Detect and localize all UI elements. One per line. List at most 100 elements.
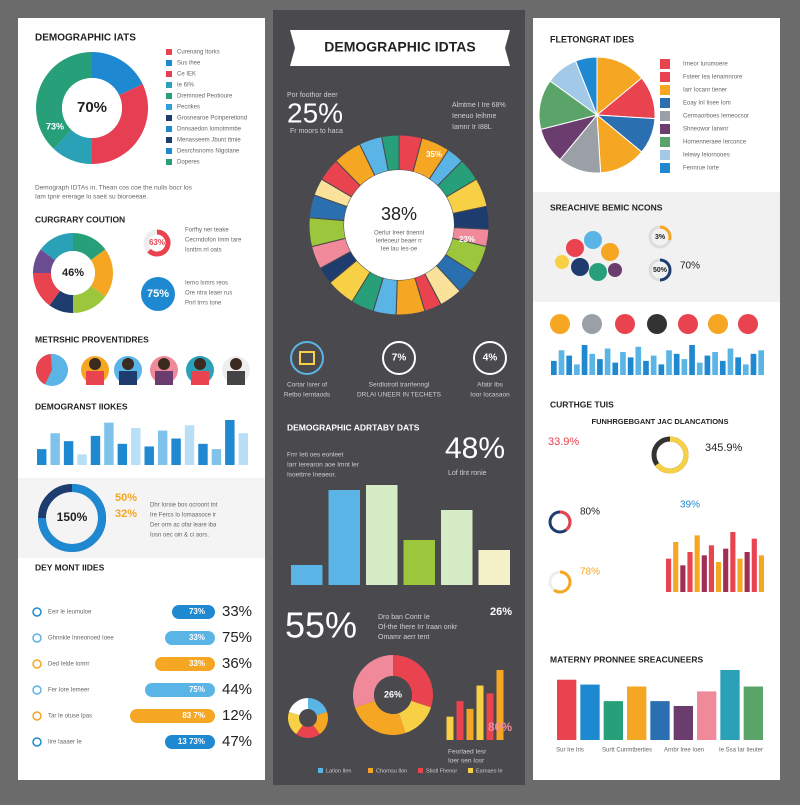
- bar: [211, 449, 222, 465]
- bar-label: Arnbr Iree Ioen: [664, 748, 704, 754]
- footer-swatch: [318, 768, 323, 773]
- bar: [723, 548, 729, 592]
- section-title: CURGRARY COUTION: [35, 214, 125, 224]
- legend-label: Curenang Itorks: [177, 50, 220, 56]
- bar: [681, 359, 688, 375]
- bar: [496, 670, 504, 740]
- text-line: Ieneuo Ieihme: [452, 113, 496, 120]
- row-value: 36%: [222, 655, 252, 672]
- footer-swatch: [468, 768, 473, 773]
- text-line: DRLAI UNEER IN TECHETS: [357, 392, 442, 399]
- bar: [719, 360, 726, 375]
- text-line: Ioer sen Iosr: [448, 758, 485, 765]
- row-icon: [32, 659, 42, 669]
- bar: [198, 443, 208, 465]
- donut-hole: [51, 251, 95, 295]
- bar: [476, 685, 484, 740]
- legend-swatch: [166, 137, 172, 143]
- text-line: Dro ban Contr Ie: [378, 614, 430, 621]
- bar: [466, 708, 474, 740]
- bar: [131, 427, 141, 465]
- row-icon: [32, 685, 42, 695]
- row-tag: 75%: [189, 685, 205, 694]
- bar: [144, 446, 154, 465]
- donut-hole: [62, 78, 122, 138]
- bar: [704, 355, 711, 375]
- icon-label: 7%: [392, 353, 407, 364]
- slice: [40, 233, 73, 261]
- ring-arc: [553, 570, 572, 594]
- text-line: Cecrndofon Imm tare: [185, 238, 242, 244]
- legend-label: Eoay Inl Iisee Iom: [683, 101, 731, 107]
- section-title: DEMOGRANST IIOKES: [35, 401, 128, 411]
- legend-label: Shneowor Iarwnr: [683, 127, 728, 133]
- bar: [581, 345, 588, 375]
- legend-label: Ielewy Ieiornooes: [683, 153, 730, 159]
- bar: [566, 355, 573, 375]
- row-label: Iire Iaaaer Ie: [48, 740, 82, 746]
- text-line: Omamr aerr tent: [378, 634, 429, 641]
- slice: [393, 655, 433, 708]
- bar: [744, 552, 750, 592]
- slice: [90, 249, 113, 297]
- legend-label: Iarr Iocanr tiener: [683, 88, 727, 94]
- row-value: 44%: [222, 681, 252, 698]
- legend-label: Cermaorboes Iemeocsor: [683, 114, 749, 120]
- legend-label: Dremnoed Peotioure: [177, 94, 233, 100]
- legend-swatch: [166, 82, 172, 88]
- bar: [727, 348, 734, 375]
- legend-swatch: [660, 150, 670, 160]
- ring-arc: [659, 225, 672, 241]
- bar: [225, 420, 235, 465]
- bar: [558, 350, 565, 375]
- slice: [296, 725, 320, 739]
- legend-label: Desrchsnoms Nigotane: [177, 149, 240, 155]
- slice: [596, 56, 643, 117]
- legend-swatch: [166, 49, 172, 55]
- text-line: Ore ntra Ieaer rus: [185, 291, 232, 297]
- text-line: Por foothor deer: [287, 92, 338, 99]
- bar: [604, 348, 611, 375]
- donut-label: 35%: [426, 150, 442, 159]
- legend-swatch: [166, 148, 172, 154]
- legend-swatch: [166, 60, 172, 66]
- legend-label: Pecrikes: [177, 105, 200, 111]
- bar: [63, 441, 74, 465]
- text-line: Der orm ac ofar leare iba: [150, 523, 217, 529]
- donut-hole: [374, 676, 412, 714]
- bar: [696, 362, 703, 375]
- bar-label: Sur Ire Iris: [556, 748, 584, 754]
- text-line: Of-the Ihere Irr Iraan onkr: [378, 624, 458, 631]
- stat: 80%: [580, 507, 600, 518]
- text-line: Iam tpnir ererage lo saeit su bioroeeae.: [35, 194, 148, 201]
- bar: [574, 364, 580, 375]
- bar: [712, 352, 718, 375]
- stat: 39%: [680, 500, 700, 511]
- bar: [580, 684, 600, 740]
- bar-label: Surtt Cunmtberties: [602, 748, 652, 754]
- text-line: Cortar Isrer of: [287, 382, 327, 389]
- slice: [92, 52, 143, 96]
- legend-swatch: [166, 93, 172, 99]
- slice: [575, 56, 598, 116]
- bar: [708, 545, 714, 592]
- bar: [716, 562, 722, 592]
- bar: [673, 542, 679, 592]
- row-icon: [32, 711, 42, 721]
- middle-icons: [290, 341, 507, 375]
- bar: [701, 555, 707, 592]
- big-stat: 55%: [285, 605, 357, 646]
- bar: [650, 355, 657, 375]
- bar: [328, 490, 360, 585]
- slice: [73, 233, 106, 261]
- slice: [353, 655, 393, 708]
- bar: [658, 364, 665, 375]
- stat: 50%: [115, 492, 137, 504]
- bar: [366, 485, 398, 585]
- ring-arc: [38, 484, 106, 552]
- bar: [758, 555, 764, 592]
- row-tag: 33%: [189, 659, 205, 668]
- text-line: Ioor Iocasaon: [470, 392, 510, 399]
